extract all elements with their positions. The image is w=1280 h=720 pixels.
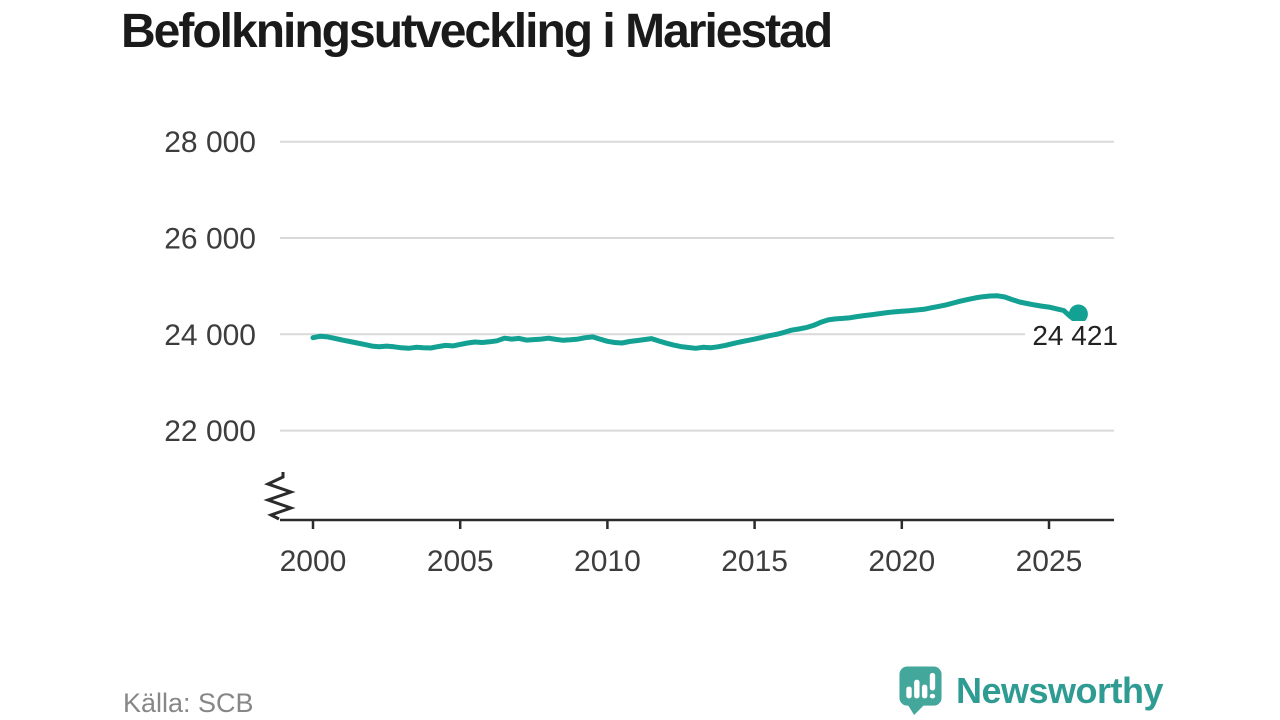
y-axis-tick-label: 28 000 [164,126,256,159]
x-axis-tick-label: 2020 [868,545,935,578]
x-axis-tick-label: 2025 [1016,545,1083,578]
y-axis-tick-label: 24 000 [164,319,256,352]
last-value-label: 24 421 [1025,321,1118,350]
source-note: Källa: SCB [123,688,254,718]
bar-chart-bar-1 [906,686,912,699]
population-series-line [310,293,1081,351]
bar-chart-bar-2 [914,679,920,699]
x-axis-tick-label: 2000 [280,545,347,578]
last-value-dot [1068,304,1088,324]
exclamation-dot [929,693,936,699]
bar-chart-bar-3 [921,684,928,699]
x-axis-tick-label: 2010 [574,545,641,578]
axis-break-icon [263,472,296,521]
newsworthy-logo: Newsworthy [898,665,1164,716]
y-axis-tick-label: 22 000 [164,415,256,448]
speech-bubble-shape [899,666,942,715]
brand-name: Newsworthy [956,670,1164,711]
chart-title: Befolkningsutveckling i Mariestad [121,5,833,58]
y-axis-tick-label: 26 000 [164,223,256,256]
x-axis-tick-label: 2015 [721,545,788,578]
newsworthy-speech-bubble-icon [899,666,942,715]
x-axis-tick-label: 2005 [427,545,494,578]
exclamation-bar [929,672,936,691]
